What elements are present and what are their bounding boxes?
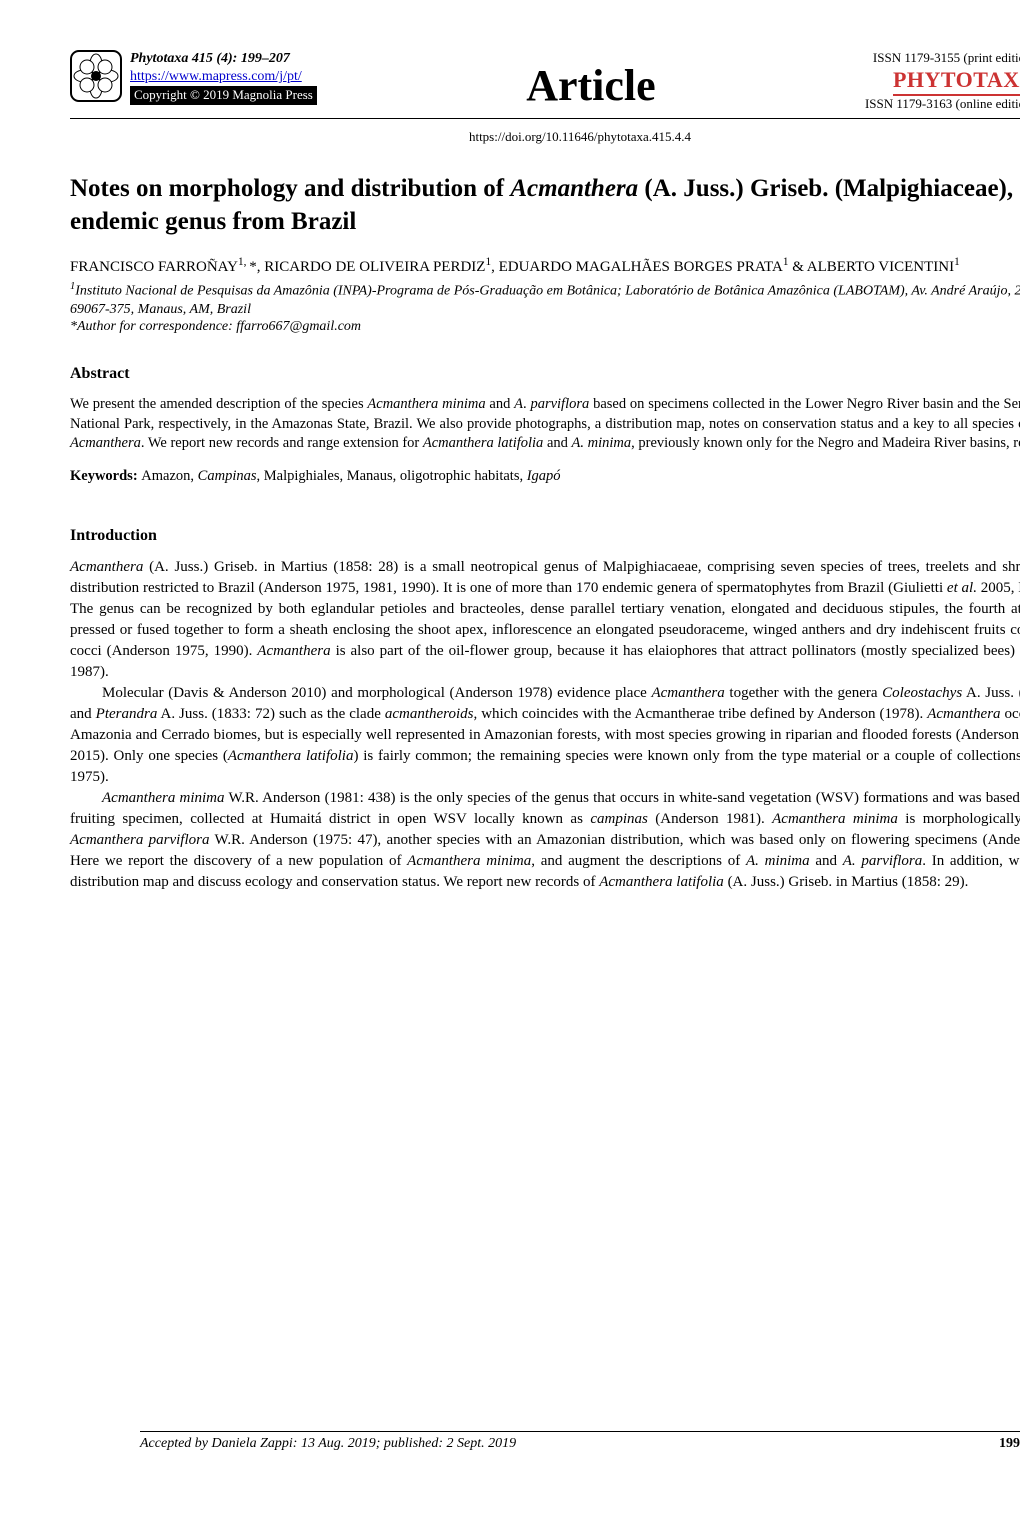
page-number: 199	[999, 1436, 1020, 1452]
abs-i7: Acmanthera	[70, 435, 141, 451]
abs-t12: , previously known only for the Negro an…	[631, 435, 1020, 451]
abs-i1: Acmanthera minima	[367, 396, 485, 412]
title-italic-genus: Acmanthera	[510, 175, 638, 202]
affiliation: 1Instituto Nacional de Pesquisas da Amaz…	[70, 280, 1020, 319]
abs-i3: A	[514, 396, 523, 412]
p2-i11: Acmanthera latifolia	[228, 748, 354, 764]
intro-p1: Acmanthera (A. Juss.) Griseb. in Martius…	[70, 557, 1020, 683]
abs-i9: Acmanthera latifolia	[423, 435, 543, 451]
p1-t1: (A. Juss.) Griseb. in Martius (1858: 28)…	[70, 559, 1020, 596]
header-left-text: Phytotaxa 415 (4): 199–207 https://www.m…	[130, 50, 317, 106]
kw-t2: , Malpighiales, Manaus, oligotrophic hab…	[257, 468, 527, 484]
p1-i4: Acmanthera	[257, 643, 330, 659]
journal-name: Phytotaxa	[130, 51, 188, 66]
p2-i3: Coleostachys	[882, 685, 962, 701]
journal-url-line: https://www.mapress.com/j/pt/	[130, 68, 317, 86]
magnolia-press-logo-icon	[70, 50, 122, 102]
author-list: FRANCISCO FARROÑAY1, *, RICARDO DE OLIVE…	[70, 256, 1020, 276]
author-1: FRANCISCO FARROÑAY	[70, 259, 238, 275]
accepted-published: Accepted by Daniela Zappi: 13 Aug. 2019;…	[140, 1436, 516, 1452]
kw-i3: Igapó	[527, 468, 561, 484]
p2-i5: Pterandra	[96, 706, 158, 722]
p3-i12: A. parviflora	[843, 853, 922, 869]
abs-t10: and	[543, 435, 571, 451]
p3-i8: Acmanthera minima	[407, 853, 531, 869]
author-4-affil: 1	[954, 256, 960, 268]
header-right-text: ISSN 1179-3155 (print edition) PHYTOTAXA…	[865, 50, 1020, 112]
intro-p2: Molecular (Davis & Anderson 2010) and mo…	[70, 683, 1020, 788]
copyright-text: Copyright © 2019 Magnolia Press	[130, 86, 317, 105]
p3-t11: and	[810, 853, 843, 869]
article-title: Notes on morphology and distribution of …	[70, 173, 1020, 238]
title-part1: Notes on morphology and distribution of	[70, 175, 510, 202]
p3-i0: Acmanthera minima	[102, 790, 225, 806]
author-1-star: *	[249, 259, 257, 275]
p3-t15: (A. Juss.) Griseb. in Martius (1858: 29)…	[724, 874, 969, 890]
header-left: Phytotaxa 415 (4): 199–207 https://www.m…	[70, 50, 317, 106]
intro-p3: Acmanthera minima W.R. Anderson (1981: 4…	[70, 788, 1020, 893]
issn-print: ISSN 1179-3155 (print edition)	[865, 50, 1020, 66]
abs-i11: A. minima	[572, 435, 632, 451]
issn-online: ISSN 1179-3163 (online edition)	[865, 96, 1020, 112]
kw-t0: Amazon,	[141, 468, 197, 484]
p3-i10: A. minima	[746, 853, 810, 869]
author-3: , EDUARDO MAGALHÃES BORGES PRATA	[491, 259, 783, 275]
p3-t5: is morphologically similar to	[898, 811, 1020, 827]
p2-i1: Acmanthera	[651, 685, 724, 701]
article-type-label: Article	[526, 60, 655, 111]
affiliation-text: Instituto Nacional de Pesquisas da Amazô…	[70, 284, 1020, 317]
journal-header: Phytotaxa 415 (4): 199–207 https://www.m…	[70, 50, 1020, 112]
author-2: , RICARDO DE OLIVEIRA PERDIZ	[257, 259, 486, 275]
keywords-line: Keywords: Amazon, Campinas, Malpighiales…	[70, 468, 1020, 485]
author-4: & ALBERTO VICENTINI	[788, 259, 954, 275]
p3-i14: Acmanthera latifolia	[599, 874, 724, 890]
abs-t2: and	[486, 396, 515, 412]
header-rule	[70, 118, 1020, 119]
abs-i5: parviflora	[530, 396, 589, 412]
introduction-heading: Introduction	[70, 527, 1020, 545]
p3-t9: , and augment the descriptions of	[531, 853, 746, 869]
p2-t8: , which coincides with the Acmantherae t…	[473, 706, 927, 722]
p2-t0: Molecular (Davis & Anderson 2010) and mo…	[102, 685, 651, 701]
header-right: ISSN 1179-3155 (print edition) PHYTOTAXA…	[865, 50, 1020, 112]
copyright-line: Copyright © 2019 Magnolia Press	[130, 86, 317, 105]
p2-i9: Acmanthera	[927, 706, 1000, 722]
p1-i0: Acmanthera	[70, 559, 143, 575]
p2-i7: acmantheroids	[385, 706, 474, 722]
author-1-affil: 1,	[238, 256, 249, 268]
keywords-label: Keywords:	[70, 468, 141, 484]
correspondence: *Author for correspondence: ffarro667@gm…	[70, 319, 1020, 335]
p3-i4: Acmanthera minima	[772, 811, 898, 827]
journal-url-link[interactable]: https://www.mapress.com/j/pt/	[130, 69, 302, 84]
abstract-heading: Abstract	[70, 365, 1020, 383]
p3-t3: (Anderson 1981).	[648, 811, 772, 827]
p2-t6: A. Juss. (1833: 72) such as the clade	[157, 706, 385, 722]
p3-i2: campinas	[590, 811, 648, 827]
kw-i1: Campinas	[198, 468, 257, 484]
journal-citation: Phytotaxa 415 (4): 199–207	[130, 50, 317, 68]
volume-pages: 415 (4): 199–207	[188, 51, 290, 66]
abstract-body: We present the amended description of th…	[70, 395, 1020, 454]
doi-line: https://doi.org/10.11646/phytotaxa.415.4…	[70, 129, 1020, 145]
p3-i6: Acmanthera parviflora	[70, 832, 209, 848]
p2-t2: together with the genera	[725, 685, 882, 701]
abs-t0: We present the amended description of th…	[70, 396, 367, 412]
brand-name: PHYTOTAXA	[893, 66, 1020, 96]
p1-i2: et al.	[947, 580, 977, 596]
abs-t8: . We report new records and range extens…	[141, 435, 423, 451]
introduction-body: Acmanthera (A. Juss.) Griseb. in Martius…	[70, 557, 1020, 893]
